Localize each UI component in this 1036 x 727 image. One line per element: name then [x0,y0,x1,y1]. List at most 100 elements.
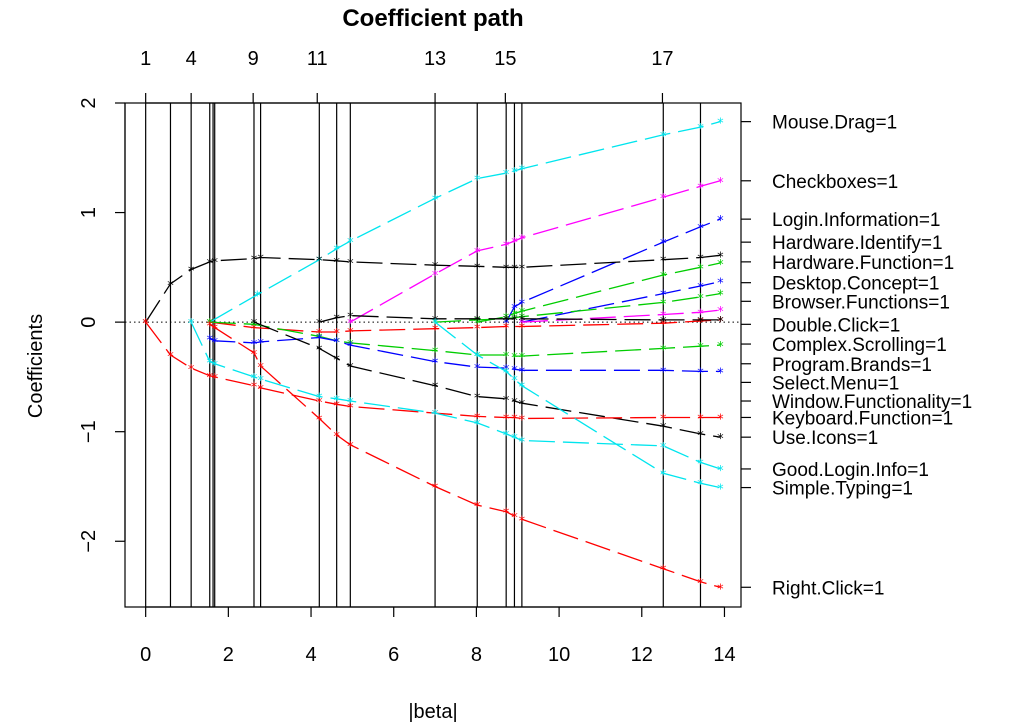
variable-labels-layer: Mouse.Drag=1 Checkboxes=1 Login.Informatio… [741,113,972,599]
data-point: * [207,334,214,349]
data-point: * [251,348,258,363]
data-point: * [697,429,704,444]
data-point: * [432,408,439,423]
y-tick-label: 1 [78,207,100,218]
x-axis-label: |beta| [408,701,457,723]
data-point: * [511,511,518,526]
data-point: * [519,365,526,380]
series-line [190,321,721,470]
data-point: * [660,315,667,330]
data-point: * [474,411,481,426]
data-point: * [717,277,724,292]
data-point: * [432,317,439,332]
data-point: * [251,338,258,353]
top-tick-label: 13 [424,48,446,70]
data-point: * [717,432,724,447]
data-point: * [660,441,667,456]
data-point: * [717,315,724,330]
data-point: * [432,260,439,275]
data-point: * [717,176,724,191]
data-point: * [503,168,510,183]
series-line [253,321,721,438]
data-point: * [660,309,667,324]
data-point: * [474,350,481,365]
series-line [209,321,721,357]
data-point: * [511,262,518,277]
data-point: * [519,312,526,327]
data-point: * [697,222,704,237]
data-point: * [432,381,439,396]
data-point: * [188,317,195,332]
data-point: * [316,392,323,407]
data-point: * [347,396,354,411]
series-line [521,280,721,323]
data-point: * [717,289,724,304]
series-line [145,254,721,323]
data-point: * [660,130,667,145]
step-lines-layer [145,103,702,607]
data-point: * [316,327,323,342]
series-line [521,309,721,323]
data-point: * [519,381,526,396]
data-point: * [697,478,704,493]
data-point: * [432,324,439,339]
data-point: * [316,396,323,411]
data-point: * [211,372,218,387]
data-point: * [316,332,323,347]
data-point: * [432,193,439,208]
series-line [505,218,721,323]
data-point: * [257,383,264,398]
series-line [349,180,721,323]
data-point: * [432,357,439,372]
data-point: * [660,318,667,333]
data-point: * [717,214,724,229]
data-point: * [519,398,526,413]
series-line [434,321,721,489]
data-point: * [660,365,667,380]
y-tick-label: −2 [78,530,100,553]
data-point: * [697,262,704,277]
variable-label: Hardware.Function=1 [772,253,954,274]
data-point: * [697,122,704,137]
y-tick-label: 2 [78,97,100,108]
data-point: * [519,351,526,366]
data-point: * [474,500,481,515]
top-tick-label: 1 [140,48,151,70]
data-point: * [211,359,218,374]
x-tick-label: 10 [548,644,570,666]
variable-label: Desktop.Concept=1 [772,274,939,295]
data-point: * [316,331,323,346]
data-point: * [697,366,704,381]
data-point: * [333,327,340,342]
data-point: * [660,289,667,304]
data-point: * [503,366,510,381]
data-point: * [251,323,258,338]
x-tick-label: 12 [631,644,653,666]
data-point: * [503,239,510,254]
data-point: * [347,361,354,376]
data-point: * [333,244,340,259]
data-point: * [717,305,724,320]
data-point: * [251,319,258,334]
data-point: * [511,412,518,427]
data-point: * [697,577,704,592]
data-point: * [697,307,704,322]
data-point: * [519,164,526,179]
data-point: * [316,317,323,332]
data-point: * [257,252,264,267]
series: ************* [207,117,725,333]
y-tick-label: 0 [78,317,100,328]
data-point: * [207,319,214,334]
series-line [209,336,721,373]
data-point: * [333,399,340,414]
series: ****************** [142,317,724,428]
data-point: * [503,363,510,378]
data-point: * [474,362,481,377]
data-point: * [511,351,518,366]
data-point: * [333,336,340,351]
data-point: * [211,256,218,271]
chart-title: Coefficient path [342,5,523,32]
series-line [209,120,721,323]
data-point: * [347,326,354,341]
data-point: * [474,323,481,338]
